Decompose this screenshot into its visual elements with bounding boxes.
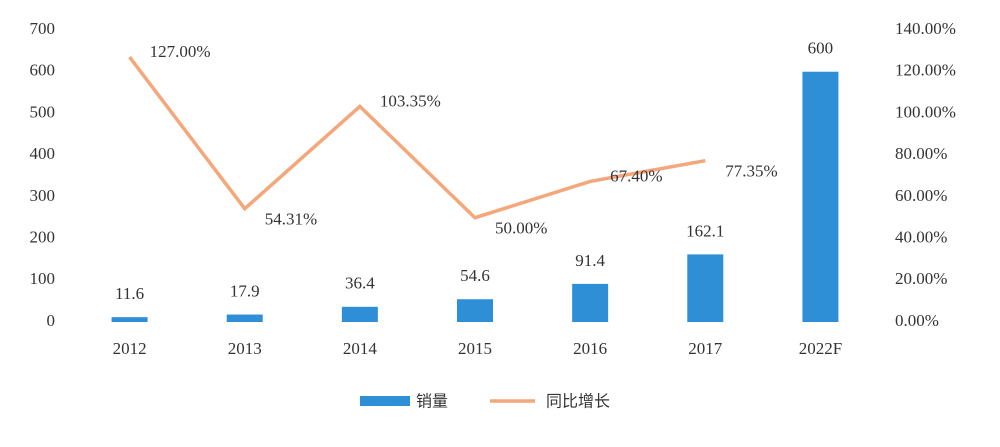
bar — [457, 299, 493, 322]
y-tick-label: 700 — [30, 19, 56, 38]
line-value-label: 127.00% — [150, 42, 211, 61]
bar-value-label: 91.4 — [575, 251, 605, 270]
bar-value-label: 17.9 — [230, 281, 260, 300]
y-tick-label: 100 — [30, 269, 56, 288]
y2-tick-label: 140.00% — [895, 19, 956, 38]
y2-tick-label: 100.00% — [895, 102, 956, 121]
x-tick-label: 2013 — [228, 339, 262, 358]
line-value-label: 77.35% — [725, 162, 777, 181]
bar — [687, 254, 724, 322]
line — [128, 56, 706, 220]
x-tick-label: 2017 — [688, 339, 723, 358]
x-tick-label: 2016 — [573, 339, 607, 358]
legend-label: 销量 — [416, 392, 448, 411]
y2-tick-label: 80.00% — [895, 144, 947, 163]
x-tick-label: 2014 — [343, 339, 378, 358]
bar-value-label: 162.1 — [686, 221, 724, 240]
y2-tick-label: 60.00% — [895, 186, 947, 205]
y-tick-label: 0 — [47, 311, 56, 330]
y-tick-label: 400 — [30, 144, 56, 163]
bar — [226, 314, 263, 322]
y-tick-label: 500 — [30, 102, 56, 121]
x-tick-label: 2012 — [113, 339, 147, 358]
bar — [572, 283, 609, 322]
line-value-label: 54.31% — [265, 210, 317, 229]
y2-tick-label: 40.00% — [895, 227, 947, 246]
y-tick-label: 600 — [30, 61, 56, 80]
bar-value-label: 600 — [808, 39, 834, 58]
bar-value-label: 36.4 — [345, 274, 375, 293]
y-tick-label: 300 — [30, 186, 56, 205]
bar-value-label: 11.6 — [115, 284, 144, 303]
line-value-label: 50.00% — [495, 219, 547, 238]
legend-swatch — [360, 396, 410, 406]
x-tick-label: 2022F — [799, 339, 842, 358]
y-tick-label: 200 — [30, 227, 56, 246]
y2-tick-label: 120.00% — [895, 61, 956, 80]
legend-label: 同比增长 — [546, 392, 610, 411]
bar — [111, 317, 148, 322]
line-value-label: 67.40% — [610, 166, 662, 185]
line-value-label: 103.35% — [380, 91, 441, 110]
bar — [341, 306, 378, 322]
x-tick-label: 2015 — [458, 339, 492, 358]
bar-value-label: 54.6 — [460, 266, 490, 285]
y2-tick-label: 20.00% — [895, 269, 947, 288]
y2-tick-label: 0.00% — [895, 311, 939, 330]
bar — [802, 71, 839, 322]
